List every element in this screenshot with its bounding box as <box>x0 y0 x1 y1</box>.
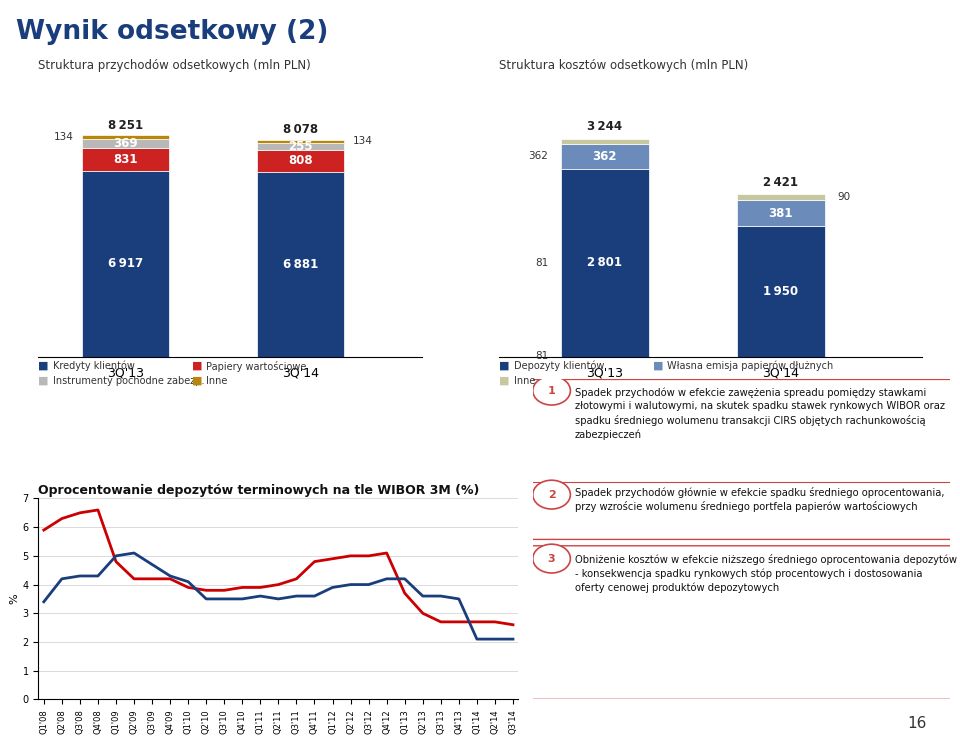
Text: 134: 134 <box>54 132 73 142</box>
Text: 2 421: 2 421 <box>763 176 799 189</box>
Bar <box>256 144 344 150</box>
Circle shape <box>533 544 570 573</box>
Text: 6 917: 6 917 <box>108 257 143 271</box>
Text: Obniżenie kosztów w efekcie niższego średniego oprocentowania depozytów
- konsek: Obniżenie kosztów w efekcie niższego śre… <box>574 554 956 593</box>
Bar <box>82 171 169 357</box>
Text: 381: 381 <box>769 207 793 219</box>
Text: 808: 808 <box>288 155 313 167</box>
Text: 3 244: 3 244 <box>588 121 622 133</box>
Text: ■: ■ <box>653 361 663 371</box>
Text: 2 801: 2 801 <box>588 257 622 269</box>
Text: 3: 3 <box>548 554 556 564</box>
Text: ■: ■ <box>192 376 203 385</box>
Bar <box>256 150 344 172</box>
FancyBboxPatch shape <box>524 379 959 539</box>
Text: ■: ■ <box>499 361 510 371</box>
Bar <box>561 169 649 357</box>
Circle shape <box>533 376 570 405</box>
Text: 6 881: 6 881 <box>282 258 318 271</box>
Bar <box>82 135 169 138</box>
Text: 81: 81 <box>536 351 548 361</box>
Circle shape <box>533 480 570 509</box>
Text: 81: 81 <box>536 258 548 268</box>
Bar <box>561 144 649 169</box>
Bar <box>256 172 344 357</box>
Text: Spadek przychodów w efekcie zawężenia spreadu pomiędzy stawkami
złotowymi i walu: Spadek przychodów w efekcie zawężenia sp… <box>574 388 945 440</box>
Text: Instrumenty pochodne zabezp.: Instrumenty pochodne zabezp. <box>53 376 204 385</box>
Text: 90: 90 <box>837 192 851 202</box>
Bar <box>561 138 649 144</box>
Text: Własna emisja papierów dłużnych: Własna emisja papierów dłużnych <box>667 361 833 371</box>
Text: Inne: Inne <box>206 376 228 385</box>
Text: 8 251: 8 251 <box>108 119 143 132</box>
Text: Inne: Inne <box>514 376 535 385</box>
Text: 16: 16 <box>907 716 926 731</box>
Text: 831: 831 <box>113 153 138 166</box>
Text: Struktura kosztów odsetkowych (mln PLN): Struktura kosztów odsetkowych (mln PLN) <box>499 59 749 72</box>
Text: Struktura przychodów odsetkowych (mln PLN): Struktura przychodów odsetkowych (mln PL… <box>38 59 311 72</box>
Text: 362: 362 <box>529 151 548 161</box>
Bar <box>82 149 169 171</box>
Bar <box>82 138 169 149</box>
Text: Spadek przychodów głównie w efekcie spadku średniego oprocentowania,
przy wzrośc: Spadek przychodów głównie w efekcie spad… <box>574 487 944 512</box>
Text: ■: ■ <box>192 361 203 371</box>
Text: 1: 1 <box>548 385 556 396</box>
Text: 369: 369 <box>113 137 138 150</box>
Bar <box>737 226 825 357</box>
Text: 362: 362 <box>592 150 617 163</box>
Text: 8 078: 8 078 <box>282 124 318 136</box>
Text: ■: ■ <box>499 376 510 385</box>
Text: 134: 134 <box>352 136 372 147</box>
Text: Papiery wartościowe: Papiery wartościowe <box>206 361 307 372</box>
Text: Oprocentowanie depozytów terminowych na tle WIBOR 3M (%): Oprocentowanie depozytów terminowych na … <box>38 484 480 497</box>
Bar <box>256 140 344 144</box>
Text: Depozyty klientów: Depozyty klientów <box>514 361 604 371</box>
Text: 1 950: 1 950 <box>763 285 799 298</box>
Text: ■: ■ <box>38 376 49 385</box>
Text: ■: ■ <box>38 361 49 371</box>
Text: 255: 255 <box>288 140 313 153</box>
Text: 2: 2 <box>548 490 556 500</box>
Text: Wynik odsetkowy (2): Wynik odsetkowy (2) <box>16 19 328 45</box>
FancyBboxPatch shape <box>524 546 959 699</box>
Text: Kredyty klientów: Kredyty klientów <box>53 361 134 371</box>
Bar <box>737 194 825 200</box>
Bar <box>737 200 825 226</box>
Y-axis label: %: % <box>10 594 19 604</box>
